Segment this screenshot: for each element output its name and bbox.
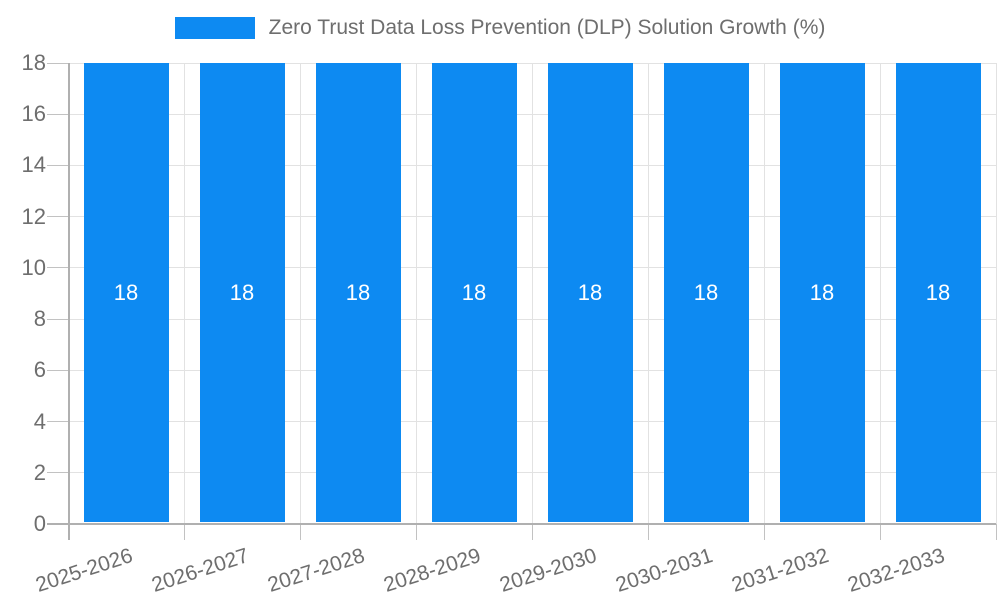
bar: 18 bbox=[547, 63, 633, 522]
x-axis-tick bbox=[531, 524, 533, 540]
bar-value-label: 18 bbox=[577, 279, 603, 305]
x-tick-label: 2030-2031 bbox=[612, 544, 716, 597]
y-tick-label: 16 bbox=[21, 101, 46, 127]
x-gridline bbox=[299, 63, 301, 524]
x-tick-label: 2027-2028 bbox=[264, 544, 368, 597]
y-axis-tick bbox=[47, 472, 68, 474]
x-axis-tick bbox=[299, 524, 301, 540]
x-gridline bbox=[415, 63, 417, 524]
y-tick-label: 6 bbox=[33, 357, 46, 383]
y-tick-label: 10 bbox=[21, 254, 46, 280]
x-tick-label: 2029-2030 bbox=[496, 544, 600, 597]
x-axis-tick bbox=[183, 524, 185, 540]
y-tick-label: 12 bbox=[21, 203, 46, 229]
x-axis-tick bbox=[879, 524, 881, 540]
bar: 18 bbox=[779, 63, 865, 522]
x-gridline bbox=[763, 63, 765, 524]
x-tick-label: 2031-2032 bbox=[728, 544, 832, 597]
bar-value-label: 18 bbox=[229, 279, 255, 305]
y-tick-label: 2 bbox=[33, 459, 46, 485]
bar: 18 bbox=[83, 63, 169, 522]
y-axis-tick bbox=[47, 369, 68, 371]
y-axis-tick bbox=[47, 318, 68, 320]
bar-value-label: 18 bbox=[461, 279, 487, 305]
x-tick-label: 2025-2026 bbox=[32, 544, 136, 597]
bar-value-label: 18 bbox=[925, 279, 951, 305]
x-gridline bbox=[995, 63, 997, 524]
y-axis-tick bbox=[47, 62, 68, 64]
y-tick-label: 0 bbox=[33, 511, 46, 536]
bar-value-label: 18 bbox=[345, 279, 371, 305]
bar: 18 bbox=[431, 63, 517, 522]
bar: 18 bbox=[199, 63, 285, 522]
bar-value-label: 18 bbox=[809, 279, 835, 305]
x-gridline bbox=[879, 63, 881, 524]
y-axis-tick bbox=[47, 113, 68, 115]
x-axis-tick bbox=[995, 524, 997, 540]
y-tick-label: 8 bbox=[33, 306, 46, 332]
y-axis-line bbox=[68, 63, 70, 540]
x-tick-label: 2026-2027 bbox=[148, 544, 252, 597]
y-tick-label: 14 bbox=[21, 152, 46, 178]
x-gridline bbox=[531, 63, 533, 524]
legend-label: Zero Trust Data Loss Prevention (DLP) So… bbox=[268, 16, 826, 39]
bar: 18 bbox=[895, 63, 981, 522]
x-tick-label: 2032-2033 bbox=[844, 544, 948, 597]
bar-value-label: 18 bbox=[113, 279, 139, 305]
x-gridline bbox=[647, 63, 649, 524]
y-tick-label: 18 bbox=[21, 50, 46, 75]
bar-value-label: 18 bbox=[693, 279, 719, 305]
y-axis-tick bbox=[47, 267, 68, 269]
x-axis-line bbox=[47, 523, 996, 525]
x-gridline bbox=[183, 63, 185, 524]
legend-swatch bbox=[174, 17, 255, 39]
legend[interactable]: Zero Trust Data Loss Prevention (DLP) So… bbox=[0, 16, 1000, 40]
y-axis-tick bbox=[47, 164, 68, 166]
x-tick-label: 2028-2029 bbox=[380, 544, 484, 597]
x-axis-tick bbox=[763, 524, 765, 540]
x-axis-tick bbox=[647, 524, 649, 540]
bar: 18 bbox=[315, 63, 401, 522]
y-axis-tick bbox=[47, 421, 68, 423]
y-tick-label: 4 bbox=[33, 408, 46, 434]
bar: 18 bbox=[663, 63, 749, 522]
x-axis-tick bbox=[415, 524, 417, 540]
y-axis-tick bbox=[47, 216, 68, 218]
